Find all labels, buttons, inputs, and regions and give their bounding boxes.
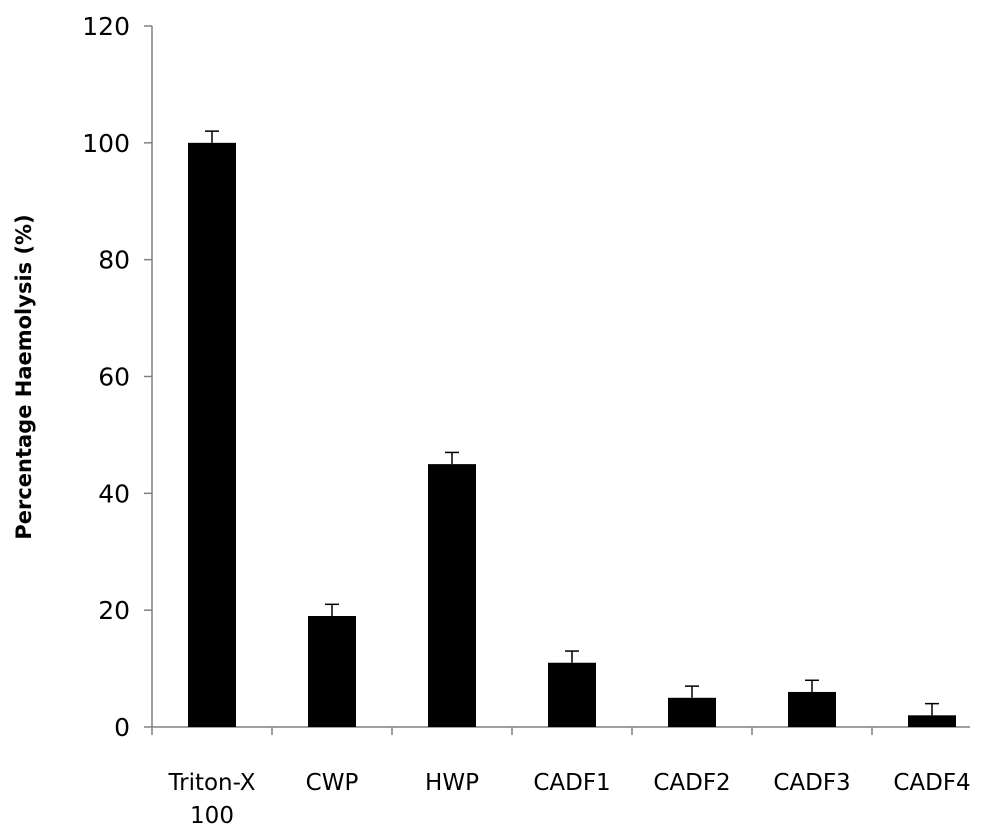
x-axis bbox=[151, 726, 970, 735]
y-axis: 0 20 40 60 80 100 120 bbox=[82, 12, 153, 742]
x-tick-label: Triton-X bbox=[167, 770, 255, 796]
bar bbox=[428, 464, 476, 727]
y-tick-label: 120 bbox=[82, 12, 130, 41]
x-tick-label: CADF2 bbox=[653, 770, 730, 796]
y-tick-label: 60 bbox=[98, 363, 130, 392]
x-tick-label: 100 bbox=[190, 803, 234, 829]
bar bbox=[668, 697, 716, 727]
y-tick-label: 0 bbox=[114, 713, 130, 742]
x-tick-label: CADF1 bbox=[533, 770, 610, 796]
x-tick-label: HWP bbox=[425, 770, 479, 796]
bar bbox=[188, 142, 236, 728]
y-tick-label: 100 bbox=[82, 129, 130, 158]
bars: Triton-X 100 CWP HWP CADF1 CADF2 CADF3 CADF4 bbox=[167, 130, 971, 829]
y-axis-title: Percentage Haemolysis (%) bbox=[12, 214, 36, 539]
bar bbox=[308, 616, 356, 727]
y-tick-label: 40 bbox=[98, 479, 130, 508]
bar bbox=[908, 715, 956, 727]
y-tick-label: 20 bbox=[98, 596, 130, 625]
y-tick-label: 80 bbox=[98, 246, 130, 275]
bar bbox=[548, 662, 596, 727]
x-tick-label: CADF4 bbox=[893, 770, 970, 796]
bar bbox=[788, 691, 836, 727]
x-tick-label: CADF3 bbox=[773, 770, 850, 796]
x-tick-label: CWP bbox=[306, 770, 359, 796]
